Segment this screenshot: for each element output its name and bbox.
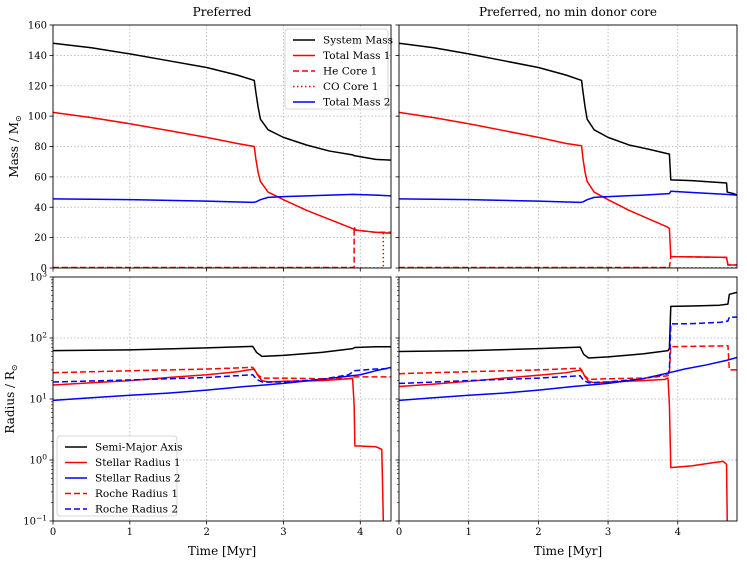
legend-label-total-mass-2: Total Mass 2 [323, 97, 391, 109]
x-tick-label: 1 [127, 527, 133, 538]
axes-frame [398, 276, 738, 522]
x-tick-label: 0 [396, 527, 402, 538]
legend-label-he-core-1: He Core 1 [323, 66, 377, 78]
series-system-mass-mass-2 [399, 42, 737, 196]
legend-label-co-core-1: CO Core 1 [323, 81, 379, 93]
x-tick-label: 3 [280, 527, 286, 538]
y-tick-label: 100 [29, 453, 47, 467]
panel-title-preferred: Preferred [193, 5, 252, 19]
y-tick-label: 160 [28, 21, 47, 32]
legend-radius: Semi-Major Axis Stellar Radius 1 Stellar R… [56, 435, 182, 517]
x-tick-label: 3 [605, 527, 611, 538]
series-system-mass-mass-1 [53, 42, 391, 161]
legend-frame [284, 28, 389, 110]
y-tick-label: 20 [34, 233, 47, 244]
y-tick-label: 10−1 [23, 514, 47, 528]
legend-label-roche-radius-1: Roche Radius 1 [95, 488, 178, 500]
series-stellar-radius-2-radius-1 [53, 366, 391, 402]
legend-mass: System Mass Total Mass 1 He Core 1 CO Core … [284, 28, 393, 110]
legend-label-stellar-radius-1: Stellar Radius 1 [95, 457, 181, 469]
mass-panel-1: 0 20 40 60 80 100 120 140 160 [28, 21, 392, 275]
series-he-core-1-mass-2 [399, 255, 737, 268]
y-tick-label: 80 [34, 142, 47, 153]
series-total-mass-2-mass-2 [399, 190, 737, 204]
y-tick-label: 0 [41, 264, 47, 275]
legend-label-roche-radius-2: Roche Radius 2 [95, 504, 178, 516]
axes-frame [398, 24, 738, 269]
y-tick-label: 140 [28, 51, 47, 62]
series-total-mass-2-mass-1 [53, 193, 391, 204]
series-stellar-radius-1-radius-2 [399, 369, 728, 521]
legend-frame [56, 435, 178, 517]
series-he-core-1-mass-1 [53, 226, 391, 268]
x-tick-label: 4 [675, 527, 681, 538]
x-tick-label: 4 [357, 527, 363, 538]
series-roche-radius-1-radius-1 [53, 366, 391, 380]
series-stellar-radius-2-radius-2 [399, 356, 737, 402]
axes-frame [52, 24, 392, 269]
series-roche-radius-1-radius-2 [399, 344, 737, 381]
mass-panel-2 [395, 24, 738, 272]
y-axis-label-radius: Radius / R⊙ [3, 364, 19, 433]
y-tick-label: 60 [34, 172, 47, 183]
y-tick-label: 120 [28, 81, 47, 92]
series-semi-major-axis-radius-1 [53, 345, 391, 358]
y-tick-label: 103 [29, 270, 47, 284]
series-roche-radius-2-radius-1 [53, 367, 391, 383]
y-tick-label: 40 [34, 203, 47, 214]
y-tick-label: 102 [29, 331, 47, 345]
legend-label-system-mass: System Mass [323, 35, 393, 47]
series-total-mass-1-mass-1 [53, 111, 391, 234]
series-co-core-1-mass-1 [53, 232, 391, 268]
x-tick-label: 1 [466, 527, 472, 538]
legend-label-stellar-radius-2: Stellar Radius 2 [95, 473, 181, 485]
x-tick-label: 2 [203, 527, 209, 538]
series-total-mass-1-mass-2 [399, 111, 737, 266]
x-axis-label: Time [Myr] [534, 544, 602, 558]
radius-panel-2: 0 1 2 3 4 [395, 276, 738, 538]
y-tick-label: 101 [29, 392, 47, 406]
series-semi-major-axis-radius-2 [399, 291, 737, 359]
x-axis-label: Time [Myr] [188, 544, 256, 558]
legend-label-semi-major-axis: Semi-Major Axis [95, 442, 182, 454]
y-axis-label-mass: Mass / M⊙ [7, 115, 23, 177]
radius-panel-1: 0 1 2 3 4 10−1 100 101 102 103 [23, 270, 392, 538]
x-tick-label: 0 [50, 527, 56, 538]
axes-frame [52, 276, 392, 522]
panel-title-no-min-donor-core: Preferred, no min donor core [479, 5, 657, 19]
legend-label-total-mass-1: Total Mass 1 [323, 50, 391, 62]
x-tick-label: 2 [535, 527, 541, 538]
y-tick-label: 100 [28, 112, 47, 123]
